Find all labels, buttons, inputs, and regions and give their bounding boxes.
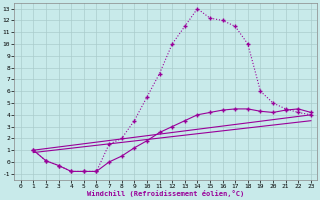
X-axis label: Windchill (Refroidissement éolien,°C): Windchill (Refroidissement éolien,°C) bbox=[87, 190, 244, 197]
